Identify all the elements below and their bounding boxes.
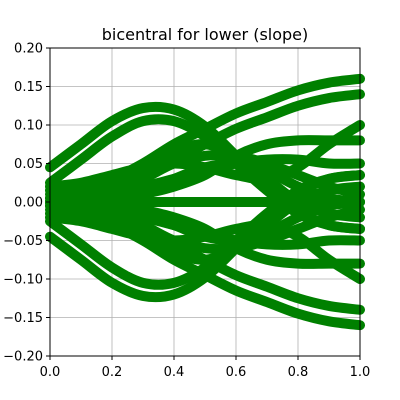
x-tick-label: 0.6: [226, 365, 247, 380]
series-group: [45, 73, 365, 331]
x-axis: 0.0 0.2 0.4 0.6 0.8 1.0: [40, 356, 371, 380]
series-line-21: [45, 196, 365, 269]
x-tick-label: 1.0: [350, 365, 371, 380]
x-tick-label: 0.2: [102, 365, 123, 380]
series-line-19: [45, 181, 365, 265]
y-tick-label: 0.00: [14, 196, 43, 211]
x-tick-label: 0.4: [164, 365, 185, 380]
series-line-18: [45, 139, 365, 223]
y-tick-label: −0.10: [3, 273, 43, 288]
y-tick-label: 0.05: [14, 157, 43, 172]
y-tick-label: 0.15: [14, 80, 43, 95]
y-tick-label: −0.05: [3, 234, 43, 249]
x-tick-label: 0.0: [40, 365, 61, 380]
y-tick-label: −0.20: [3, 350, 43, 365]
y-tick-label: 0.20: [14, 42, 43, 57]
y-axis: −0.20 −0.15 −0.10 −0.05 0.00 0.05 0.10 0.15 0.20: [3, 42, 50, 365]
chart-title: bicentral for lower (slope): [102, 25, 309, 44]
y-tick-label: −0.15: [3, 311, 43, 326]
y-tick-label: 0.10: [14, 119, 43, 134]
x-tick-label: 0.8: [288, 365, 309, 380]
